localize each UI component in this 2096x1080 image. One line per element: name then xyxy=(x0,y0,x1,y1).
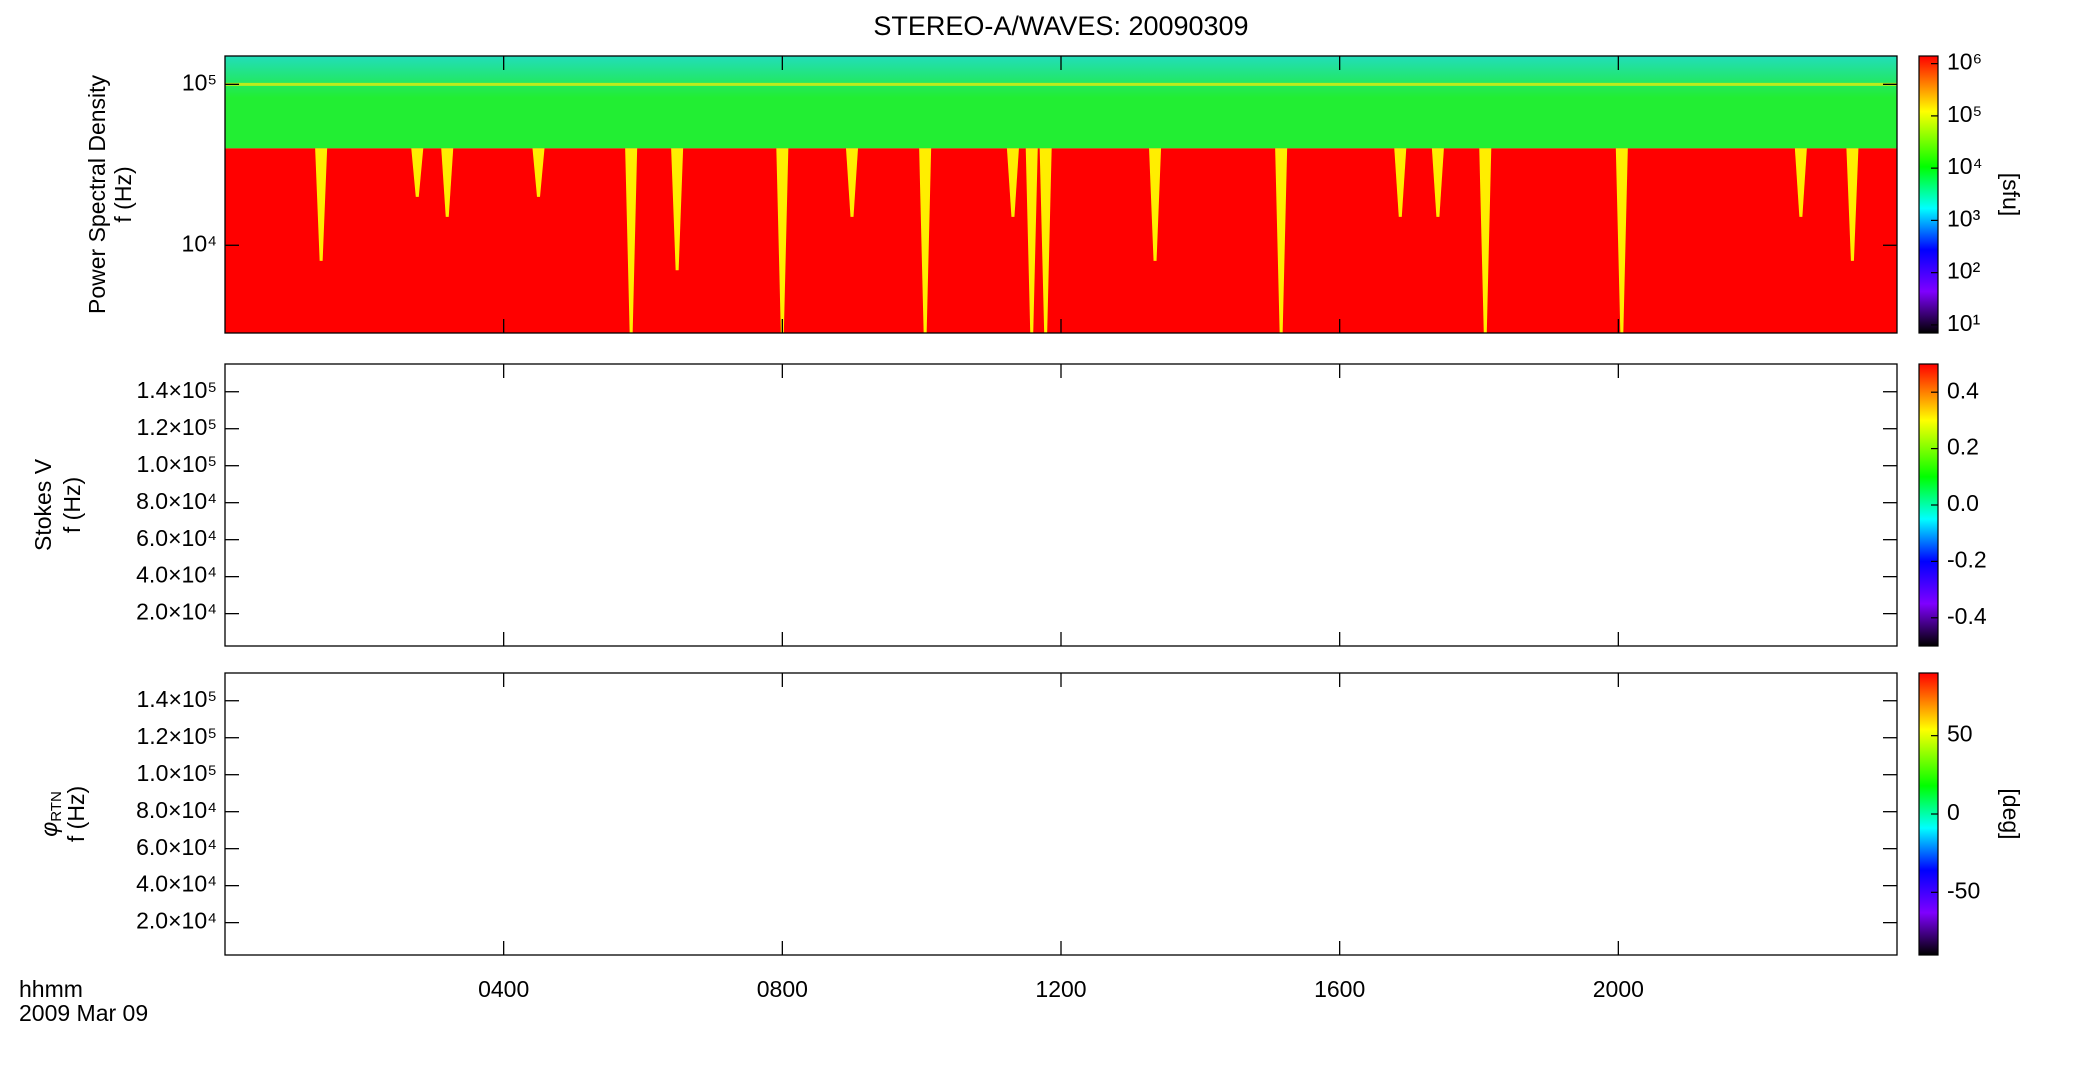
chart-title: STEREO-A/WAVES: 20090309 xyxy=(873,11,1248,41)
colorbar-label: [deg] xyxy=(1998,788,2024,839)
y-tick-label: 2.0×10⁴ xyxy=(136,908,217,934)
colorbar-label: [sfu] xyxy=(1998,173,2024,216)
x-axis-label: 2009 Mar 09 xyxy=(19,1000,148,1026)
streak xyxy=(411,148,424,197)
streak xyxy=(315,148,328,261)
streak xyxy=(1794,148,1807,217)
colorbar-tick-label: 0.4 xyxy=(1947,377,1979,403)
colorbar-tick-label: -0.2 xyxy=(1947,546,1987,572)
y-tick-label: 6.0×10⁴ xyxy=(136,525,217,551)
streak xyxy=(1846,148,1859,261)
colorbar-tick-label: 50 xyxy=(1947,721,1973,747)
streak xyxy=(625,148,638,333)
colorbar xyxy=(1918,55,1939,334)
x-tick-label: 1200 xyxy=(1035,976,1086,1002)
colorbar-tick-label: 10⁴ xyxy=(1947,153,1982,179)
y-axis-label: f (Hz) xyxy=(63,786,89,842)
streak xyxy=(1006,148,1019,217)
plot-frame xyxy=(224,672,1898,956)
spectrum-above xyxy=(225,56,1897,149)
y-tick-label: 4.0×10⁴ xyxy=(136,562,217,588)
y-tick-label: 6.0×10⁴ xyxy=(136,834,217,860)
x-tick-label: 2000 xyxy=(1593,976,1644,1002)
y-axis-label: f (Hz) xyxy=(59,477,85,533)
streak xyxy=(441,148,454,217)
y-axis-label: Power Spectral Density xyxy=(84,74,110,314)
x-tick-label: 0400 xyxy=(478,976,529,1002)
streak xyxy=(919,148,932,333)
streak xyxy=(1479,148,1492,333)
y-tick-label: 10⁵ xyxy=(182,69,217,95)
plot-frame xyxy=(224,363,1898,647)
streak xyxy=(1431,148,1444,217)
y-tick-label: 1.2×10⁵ xyxy=(136,414,217,440)
x-tick-label: 0800 xyxy=(757,976,808,1002)
colorbar-tick-label: 10⁶ xyxy=(1947,49,1982,75)
colorbar-tick-label: 10⁵ xyxy=(1947,101,1982,127)
colorbar-tick-label: -0.4 xyxy=(1947,603,1987,629)
y-tick-label: 1.0×10⁵ xyxy=(136,760,217,786)
y-label-symbol: φ xyxy=(36,822,62,837)
streak xyxy=(532,148,545,197)
y-tick-label: 2.0×10⁴ xyxy=(136,599,217,625)
x-tick-label: 1600 xyxy=(1314,976,1365,1002)
colorbar-tick-label: 0.0 xyxy=(1947,490,1979,516)
y-tick-label: 1.2×10⁵ xyxy=(136,723,217,749)
y-axis-label: f (Hz) xyxy=(110,166,136,222)
y-label-subscript: RTN xyxy=(48,791,65,822)
y-tick-label: 8.0×10⁴ xyxy=(136,488,217,514)
streak xyxy=(1025,148,1038,333)
spectrum-below xyxy=(225,148,1897,333)
y-tick-label: 4.0×10⁴ xyxy=(136,871,217,897)
streak xyxy=(1275,148,1288,333)
colorbar-tick-label: 0 xyxy=(1947,799,1960,825)
colorbar-tick-label: -50 xyxy=(1947,877,1980,903)
colorbar-tick-label: 0.2 xyxy=(1947,434,1979,460)
y-tick-label: 1.4×10⁵ xyxy=(136,686,217,712)
streak xyxy=(1615,148,1628,333)
streak xyxy=(1039,148,1052,333)
colorbar-tick-label: 10² xyxy=(1947,258,1981,284)
x-axis-label: hhmm xyxy=(19,976,83,1002)
y-tick-label: 10⁴ xyxy=(182,230,217,256)
streak xyxy=(671,148,684,271)
y-tick-label: 1.0×10⁵ xyxy=(136,451,217,477)
y-tick-label: 8.0×10⁴ xyxy=(136,797,217,823)
y-axis-label: φRTN xyxy=(36,791,65,837)
streak xyxy=(846,148,858,217)
y-tick-label: 1.4×10⁵ xyxy=(136,377,217,403)
streak xyxy=(776,148,789,333)
streak xyxy=(1394,148,1407,217)
colorbar-tick-label: 10¹ xyxy=(1947,310,1981,336)
y-axis-label: Stokes V xyxy=(30,458,56,551)
colorbar-tick-label: 10³ xyxy=(1947,205,1981,231)
streak xyxy=(1149,148,1162,261)
